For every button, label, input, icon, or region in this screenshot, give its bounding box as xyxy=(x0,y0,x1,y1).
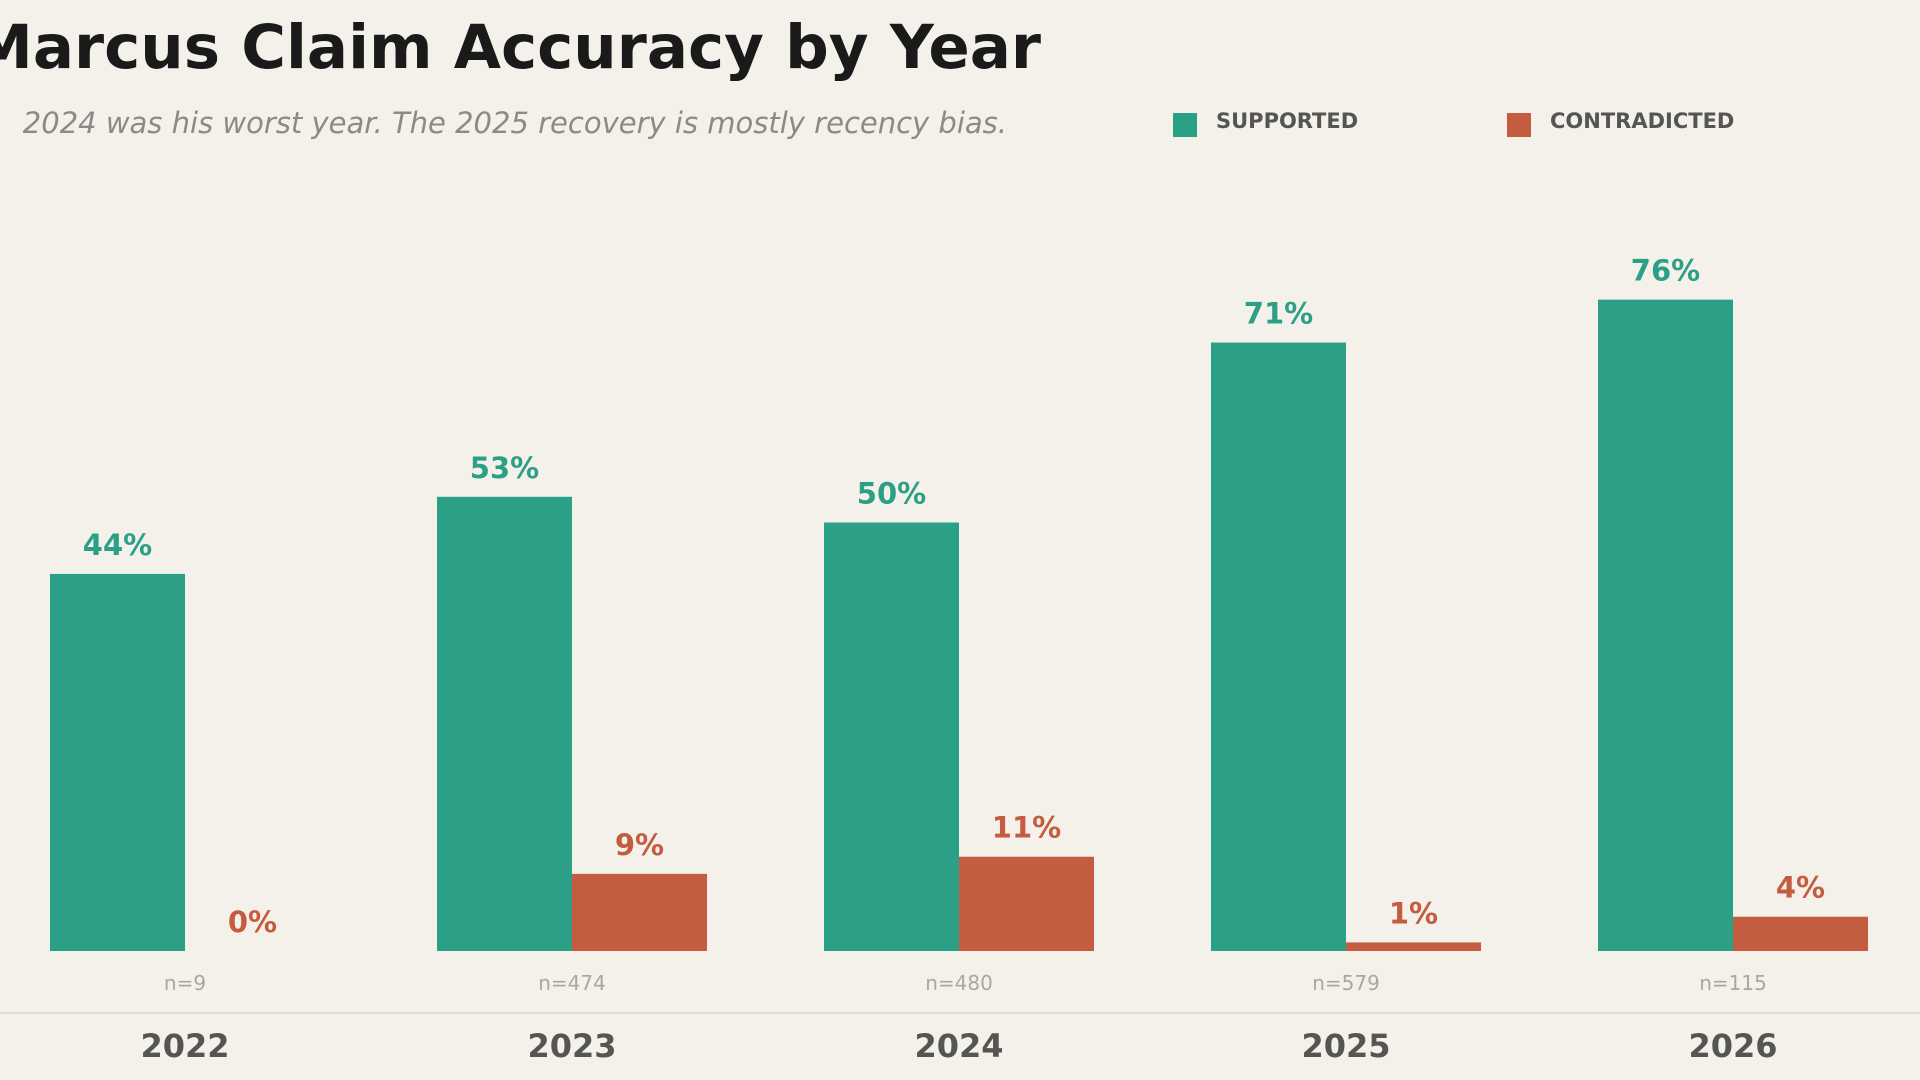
bar xyxy=(1211,342,1346,951)
value-label: 1% xyxy=(1389,896,1438,930)
value-label: 9% xyxy=(615,828,664,862)
value-label: 76% xyxy=(1631,254,1700,288)
bar xyxy=(1598,299,1733,951)
chart-subtitle: 2024 was his worst year. The 2025 recove… xyxy=(23,106,1007,140)
bar xyxy=(437,496,572,951)
sample-label: n=474 xyxy=(538,971,606,995)
sample-label: n=480 xyxy=(925,971,993,995)
legend-label: CONTRADICTED xyxy=(1550,109,1734,133)
x-tick-label: 2022 xyxy=(140,1027,229,1065)
bar xyxy=(959,856,1094,951)
x-tick-label: 2024 xyxy=(914,1027,1003,1065)
value-label: 0% xyxy=(228,905,277,939)
value-label: 4% xyxy=(1776,871,1825,905)
bar xyxy=(1733,916,1868,951)
value-label: 11% xyxy=(992,811,1061,845)
x-tick-label: 2023 xyxy=(527,1027,616,1065)
x-tick-label: 2025 xyxy=(1301,1027,1390,1065)
value-label: 53% xyxy=(470,451,539,485)
bar xyxy=(824,522,959,951)
value-label: 44% xyxy=(83,528,152,562)
bar xyxy=(572,873,707,951)
legend-swatch xyxy=(1173,113,1197,137)
sample-label: n=579 xyxy=(1312,971,1380,995)
x-tick-label: 2026 xyxy=(1688,1027,1777,1065)
legend-label: SUPPORTED xyxy=(1216,109,1358,133)
legend-swatch xyxy=(1507,113,1531,137)
bar xyxy=(1346,942,1481,951)
value-label: 71% xyxy=(1244,297,1313,331)
value-label: 50% xyxy=(857,477,926,511)
sample-label: n=115 xyxy=(1699,971,1767,995)
bar xyxy=(50,573,185,951)
chart-title: Marcus Claim Accuracy by Year xyxy=(0,12,1041,83)
sample-label: n=9 xyxy=(164,971,206,995)
